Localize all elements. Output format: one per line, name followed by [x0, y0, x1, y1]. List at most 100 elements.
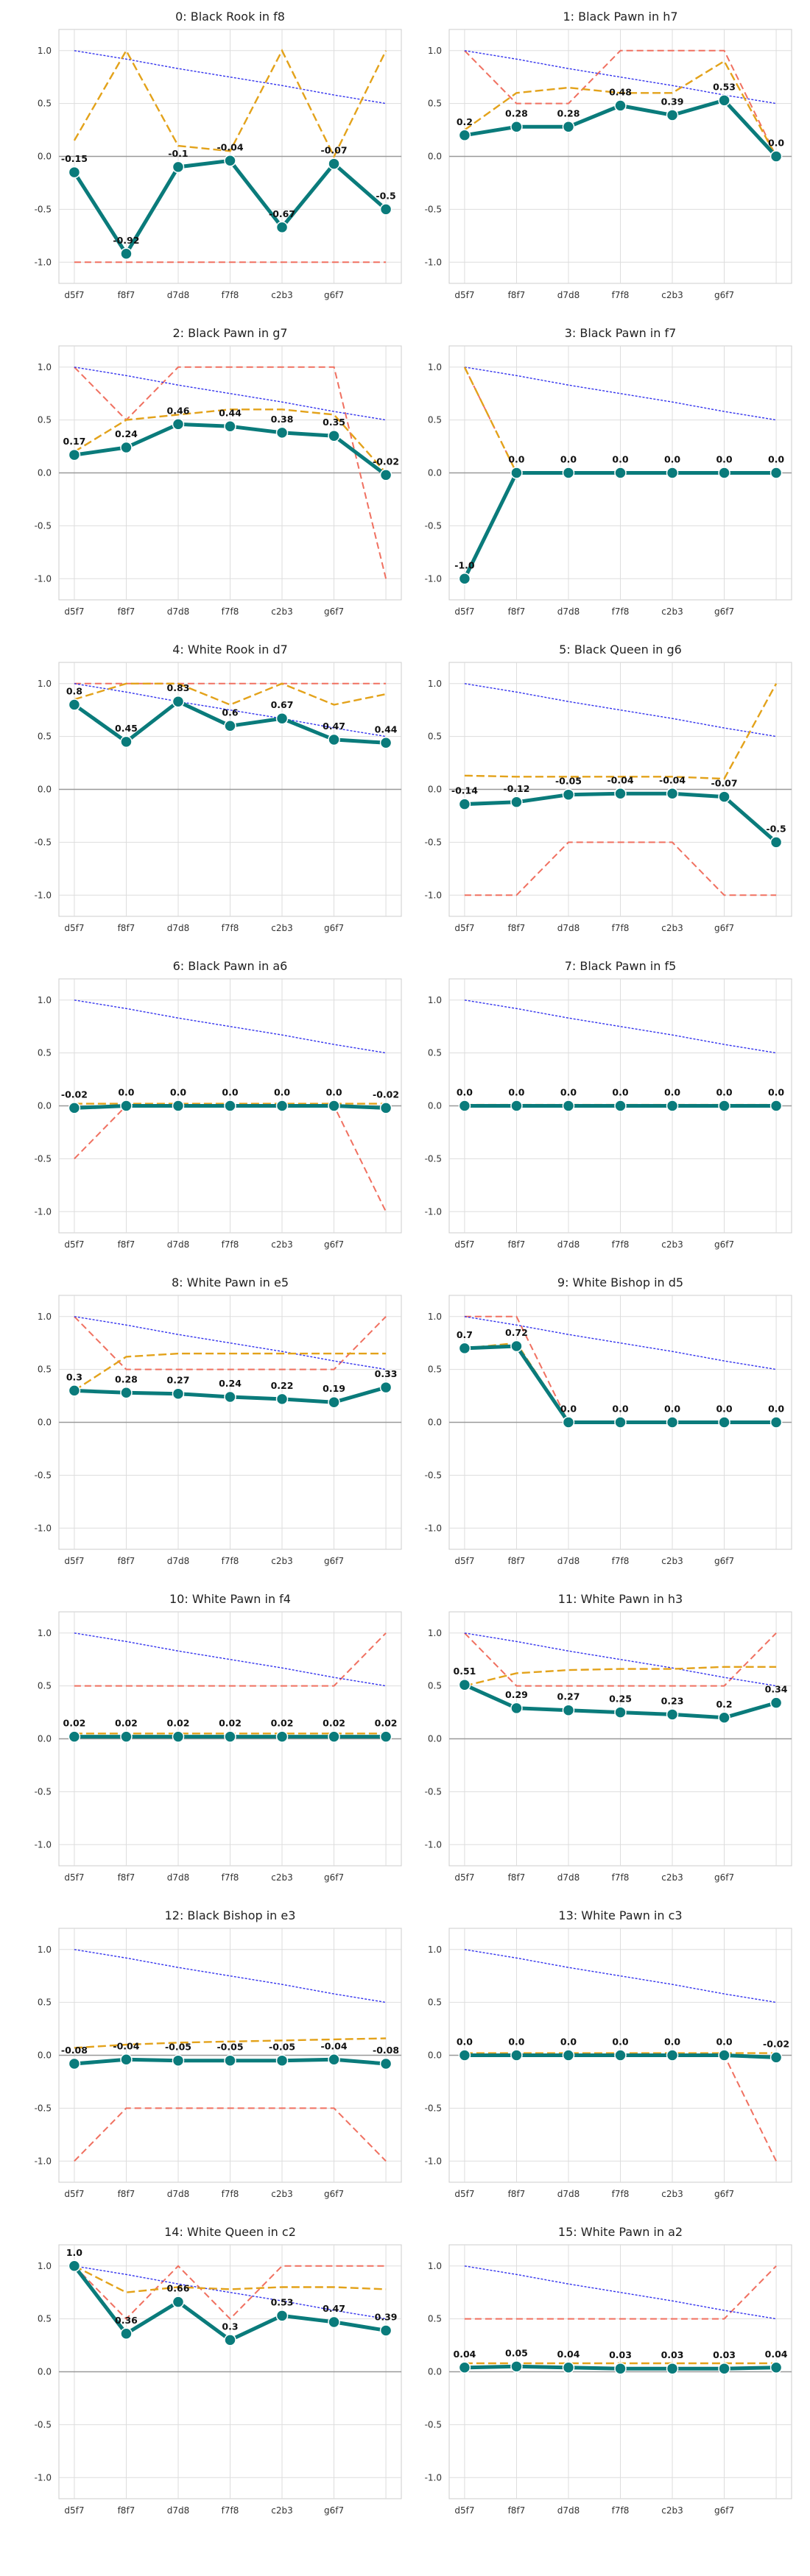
- data-point: [614, 788, 627, 800]
- data-point: [120, 1100, 133, 1112]
- data-label: 0.0: [274, 1087, 290, 1098]
- x-tick-label: g6f7: [324, 2505, 344, 2516]
- x-tick-label: f7f8: [612, 1556, 630, 1566]
- y-tick-label: 0.0: [38, 1734, 52, 1744]
- data-point: [224, 1730, 236, 1743]
- y-tick-label: 0.5: [428, 2314, 442, 2324]
- data-label: 1.0: [66, 2247, 82, 2258]
- data-point: [68, 1384, 81, 1397]
- y-tick-label: -1.0: [425, 573, 442, 584]
- data-label: 0.0: [457, 1087, 473, 1098]
- x-tick-label: d5f7: [454, 290, 474, 300]
- data-point: [562, 121, 575, 133]
- x-tick-label: g6f7: [324, 1239, 344, 1250]
- x-tick-label: d5f7: [454, 606, 474, 617]
- series-line-blue: [74, 367, 387, 421]
- data-label: -0.02: [61, 1089, 88, 1100]
- data-point: [275, 1730, 289, 1743]
- y-tick-label: 0.5: [38, 99, 52, 109]
- x-tick-label: g6f7: [324, 290, 344, 300]
- data-point: [614, 2362, 627, 2375]
- y-tick-label: 0.0: [428, 468, 442, 478]
- data-point: [379, 2057, 392, 2070]
- data-label: 0.7: [457, 1329, 473, 1340]
- x-tick-label: g6f7: [324, 1872, 344, 1883]
- x-tick-label: d5f7: [64, 1556, 84, 1566]
- data-point: [379, 737, 392, 749]
- y-tick-label: 0.0: [428, 1101, 442, 1111]
- x-tick-label: c2b3: [661, 2505, 683, 2516]
- data-label: -0.04: [321, 2040, 348, 2051]
- y-tick-label: 0.5: [428, 1365, 442, 1375]
- data-point: [328, 158, 340, 170]
- y-tick-label: 0.0: [428, 2050, 442, 2061]
- x-tick-label: f8f7: [508, 923, 526, 933]
- data-label: 0.83: [167, 682, 190, 693]
- x-tick-label: d7d8: [167, 290, 190, 300]
- data-point: [718, 467, 730, 479]
- data-point: [770, 1416, 783, 1429]
- subplot-5: 5: Black Queen in g6 -1.0 -0.5 0.0 0.5 1.0 d5f…: [425, 643, 792, 933]
- subplot-9: 9: White Bishop in d5 -1.0 -0.5 0.0 0.5 1.0 d5…: [425, 1275, 792, 1566]
- x-tick-label: f8f7: [508, 290, 526, 300]
- y-tick-label: -0.5: [425, 1470, 442, 1480]
- data-label: -0.12: [503, 783, 529, 794]
- subplot-3: 3: Black Pawn in f7 -1.0 -0.5 0.0 0.5 1.0 d5f7…: [425, 326, 792, 617]
- data-label: 0.02: [115, 1718, 138, 1729]
- y-tick-label: -0.5: [35, 2419, 52, 2430]
- data-point: [458, 129, 471, 141]
- x-tick-label: d5f7: [64, 1872, 84, 1883]
- series-line-blue: [74, 1316, 387, 1370]
- data-point: [275, 1393, 289, 1406]
- y-tick-label: 0.0: [428, 785, 442, 795]
- data-point: [224, 720, 236, 732]
- data-point: [666, 1708, 679, 1721]
- y-tick-label: 0.0: [38, 2367, 52, 2377]
- data-point: [666, 467, 679, 479]
- data-label: 0.36: [115, 2315, 138, 2326]
- x-tick-label: f7f8: [222, 923, 239, 933]
- data-point: [510, 1702, 523, 1715]
- subplot-title: 5: Black Queen in g6: [559, 643, 682, 657]
- y-tick-label: 1.0: [38, 46, 52, 56]
- data-label: 0.0: [222, 1087, 238, 1098]
- subplot-title: 4: White Rook in d7: [172, 643, 288, 657]
- y-tick-label: -1.0: [425, 257, 442, 267]
- series-line-red: [74, 2265, 387, 2321]
- x-tick-label: d7d8: [557, 1556, 580, 1566]
- y-tick-label: -1.0: [35, 1206, 52, 1217]
- data-point: [458, 1342, 471, 1355]
- data-label: -0.05: [165, 2042, 191, 2053]
- y-tick-label: 0.0: [428, 2367, 442, 2377]
- data-point: [68, 166, 81, 179]
- data-label: 0.02: [271, 1718, 294, 1729]
- data-point: [458, 573, 471, 585]
- data-label: 0.17: [63, 436, 86, 447]
- x-tick-label: f8f7: [508, 1239, 526, 1250]
- x-tick-label: d7d8: [167, 1239, 190, 1250]
- series-line-orange: [73, 49, 387, 159]
- data-point: [666, 1416, 679, 1429]
- data-point: [275, 2054, 289, 2067]
- x-tick-label: d7d8: [167, 2189, 190, 2199]
- x-tick-label: c2b3: [661, 606, 683, 617]
- y-tick-label: -1.0: [35, 573, 52, 584]
- y-tick-label: -1.0: [425, 1523, 442, 1533]
- data-label: 0.03: [713, 2349, 736, 2360]
- data-point: [510, 121, 523, 133]
- data-point: [770, 1696, 783, 1709]
- y-tick-label: -0.5: [35, 204, 52, 214]
- data-point: [718, 2362, 730, 2375]
- x-tick-label: f8f7: [118, 2505, 135, 2516]
- y-tick-label: 1.0: [428, 995, 442, 1005]
- x-tick-label: d7d8: [557, 1872, 580, 1883]
- data-point: [224, 1100, 236, 1112]
- data-point: [275, 1100, 289, 1112]
- x-tick-label: c2b3: [661, 1239, 683, 1250]
- series-line-blue: [74, 1949, 387, 2003]
- data-point: [172, 160, 185, 174]
- subplot-title: 3: Black Pawn in f7: [565, 326, 677, 340]
- x-tick-label: f7f8: [222, 1239, 239, 1250]
- y-tick-label: 1.0: [38, 679, 52, 689]
- data-point: [275, 712, 289, 725]
